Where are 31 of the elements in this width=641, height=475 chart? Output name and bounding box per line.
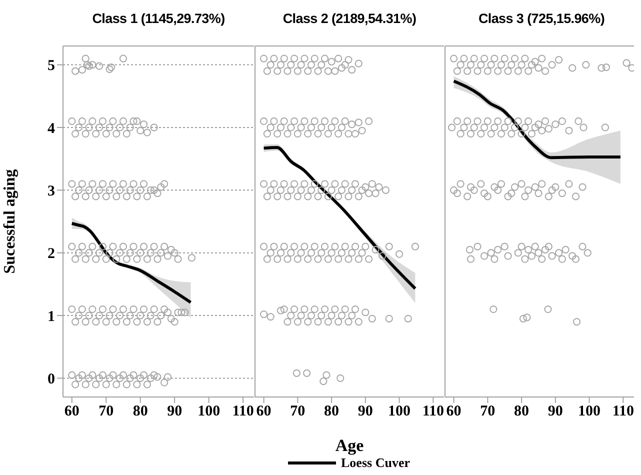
x-tick-label: 110: [422, 404, 444, 420]
y-tick-label: 4: [48, 120, 56, 137]
x-tick-label: 70: [98, 404, 114, 420]
chart-title: Class 2 (2189,54.31%): [282, 10, 418, 28]
x-tick-label: 60: [256, 404, 272, 420]
y-axis-title: Sucessful aging: [2, 169, 19, 274]
chart-title: Class 1 (1145,29.73%): [91, 10, 226, 28]
y-tick-label: 5: [48, 58, 55, 74]
x-axis-title: Age: [335, 436, 364, 455]
x-tick-label: 90: [548, 404, 563, 420]
y-tick-label: 1: [48, 308, 55, 325]
x-tick-label: 100: [388, 404, 411, 420]
y-tick-label: 2: [48, 246, 55, 262]
x-tick-label: 80: [514, 404, 530, 420]
x-tick-label: 70: [480, 404, 496, 420]
x-tick-label: 80: [132, 404, 148, 420]
x-tick-label: 80: [324, 404, 340, 420]
line-series: [70, 222, 192, 304]
y-tick-label: 0: [48, 372, 55, 388]
x-tick-label: 90: [358, 404, 373, 420]
legend-label: Loess Cuver: [341, 455, 410, 471]
x-tick-label: 60: [64, 404, 80, 420]
x-tick-label: 100: [198, 404, 220, 420]
x-tick-label: 60: [446, 404, 462, 420]
chart-title: Class 3 (725,15.96%): [477, 10, 606, 28]
x-tick-label: 90: [167, 404, 182, 420]
x-tick-label: 70: [290, 404, 306, 420]
y-tick-label: 3: [48, 183, 55, 200]
x-tick-label: 110: [612, 404, 634, 420]
x-tick-label: 110: [232, 404, 254, 420]
x-tick-label: 100: [578, 404, 601, 420]
